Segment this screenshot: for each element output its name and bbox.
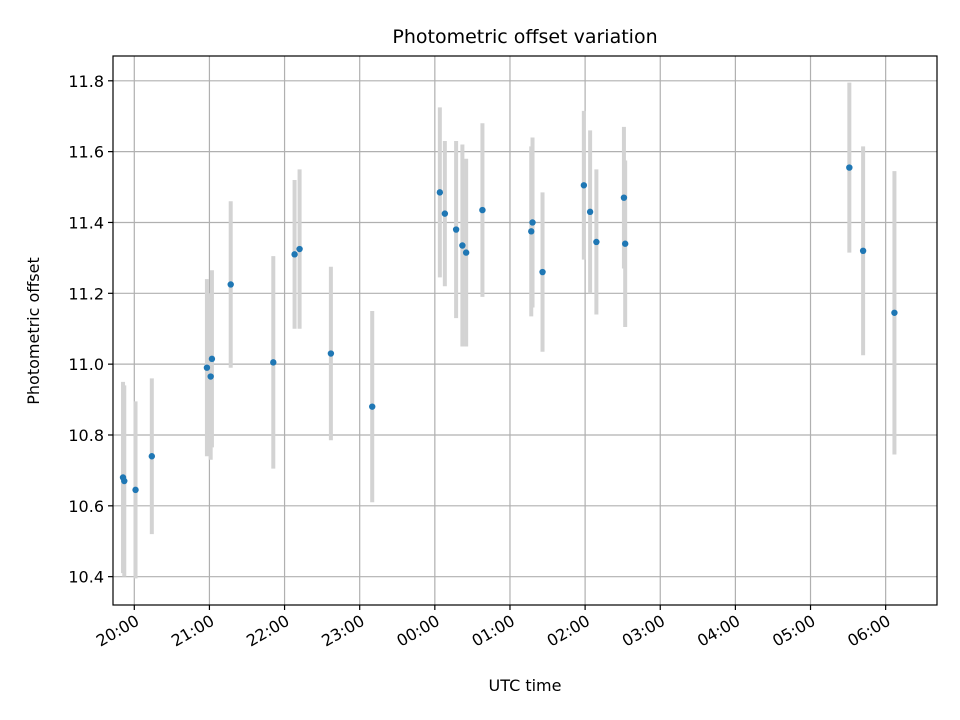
y-axis-ticks: 10.4 10.6 10.8 11.0 11.2 11.4 11.6 11.8 (68, 72, 113, 587)
y-tick-label: 11.2 (68, 284, 104, 303)
data-point (270, 359, 277, 366)
data-point (846, 164, 853, 171)
data-point (148, 453, 156, 460)
x-tick-label: 20:00 (93, 611, 142, 651)
data-point (479, 206, 486, 214)
x-axis-ticks: 20:00 21:00 22:00 23:00 00:00 01:00 02:00 03:00… (93, 605, 894, 651)
y-axis-label: Photometric offset (24, 257, 43, 405)
data-point (436, 189, 444, 196)
data-point (121, 477, 128, 485)
grid-lines (113, 56, 937, 605)
x-tick-label: 04:00 (694, 611, 743, 651)
data-point (891, 309, 898, 316)
chart-title: Photometric offset variation (392, 26, 657, 48)
data-point (462, 249, 470, 256)
data-point (441, 210, 449, 217)
data-points (119, 164, 898, 494)
y-tick-label: 11.8 (68, 72, 104, 91)
data-point (528, 228, 535, 235)
plot-frame (112, 55, 938, 606)
error-bars (121, 82, 897, 579)
data-point (327, 350, 335, 357)
x-tick-label: 23:00 (318, 611, 367, 651)
x-tick-label: 01:00 (469, 611, 518, 651)
x-tick-label: 02:00 (544, 611, 593, 651)
y-tick-label: 10.6 (68, 497, 104, 516)
data-point (459, 242, 466, 249)
y-tick-label: 10.8 (68, 426, 104, 445)
data-point (132, 486, 139, 494)
data-point (593, 238, 600, 246)
x-axis-label: UTC time (489, 676, 562, 695)
data-point (586, 208, 594, 216)
data-point (227, 281, 234, 288)
data-point (452, 226, 460, 233)
x-tick-label: 22:00 (243, 611, 292, 651)
data-point (207, 373, 214, 380)
y-tick-label: 11.0 (68, 355, 104, 374)
data-point (208, 355, 216, 363)
data-point (621, 240, 629, 247)
data-point (580, 182, 588, 189)
x-tick-label: 03:00 (619, 611, 668, 651)
data-point (203, 364, 211, 371)
data-point (539, 268, 546, 276)
y-tick-label: 11.6 (68, 143, 104, 162)
x-tick-label: 05:00 (769, 611, 818, 651)
data-point (529, 219, 536, 226)
data-point (296, 245, 303, 253)
x-tick-label: 06:00 (844, 611, 893, 651)
data-point (620, 194, 628, 201)
x-tick-label: 00:00 (393, 611, 442, 651)
data-point (369, 403, 376, 410)
data-point (291, 251, 298, 258)
y-tick-label: 10.4 (68, 568, 104, 587)
y-tick-label: 11.4 (68, 213, 104, 232)
data-point (859, 247, 867, 255)
x-tick-label: 21:00 (168, 611, 217, 651)
